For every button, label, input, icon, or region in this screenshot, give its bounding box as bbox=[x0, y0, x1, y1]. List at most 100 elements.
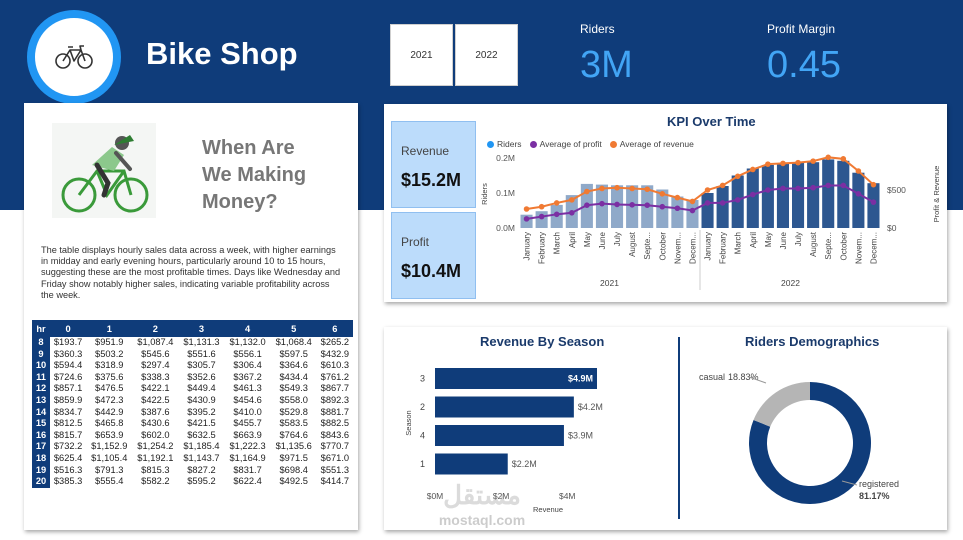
sales-cell: $610.3 bbox=[320, 360, 350, 371]
sales-cell: $421.5 bbox=[187, 418, 216, 429]
year-group-label: 2022 bbox=[781, 278, 800, 288]
sales-cell: $815.3 bbox=[141, 464, 170, 475]
hour-cell: 17 bbox=[32, 441, 50, 453]
column-header-5[interactable]: 5 bbox=[270, 320, 317, 337]
sales-cell: $791.3 bbox=[95, 464, 124, 475]
hour-cell: 19 bbox=[32, 464, 50, 477]
profit-point bbox=[599, 200, 605, 207]
revenue-point bbox=[644, 186, 651, 193]
section-description: The table displays hourly sales data acr… bbox=[41, 245, 341, 300]
sales-cell: $265.2 bbox=[320, 337, 350, 347]
revenue-value: $15.2M bbox=[401, 170, 462, 190]
hour-cell: 12 bbox=[32, 383, 50, 395]
sales-cell: $422.5 bbox=[141, 394, 170, 405]
table-row: 16 $815.7 $653.9 $602.0 $632.5 $663.9 $764.6 $8… bbox=[32, 429, 353, 442]
riders-bar bbox=[671, 196, 684, 228]
season-bar bbox=[435, 368, 597, 389]
riders-bar bbox=[746, 168, 759, 228]
revenue-point bbox=[870, 181, 877, 188]
riders-bar bbox=[716, 186, 729, 228]
legend-riders-label: Riders bbox=[497, 139, 522, 149]
sales-cell: $892.3 bbox=[320, 394, 350, 405]
x-tick-label: Septe... bbox=[643, 232, 652, 260]
column-header-hr[interactable]: hr bbox=[32, 320, 50, 337]
season-value-label: $2.2M bbox=[512, 459, 537, 469]
sales-cell: $827.2 bbox=[187, 464, 216, 475]
revenue-point bbox=[629, 185, 635, 192]
profit-point bbox=[614, 201, 620, 208]
profit-card: Profit $10.4M bbox=[391, 212, 476, 299]
revenue-point bbox=[599, 185, 605, 192]
profit-point bbox=[538, 213, 545, 220]
y2-axis-label: Profit & Revenue bbox=[932, 166, 941, 223]
sales-cell: $812.5 bbox=[53, 418, 83, 429]
sales-cell: $834.7 bbox=[53, 406, 83, 417]
column-header-2[interactable]: 2 bbox=[132, 320, 179, 337]
sales-cell: $1,087.4 bbox=[137, 337, 174, 347]
legend-revenue[interactable]: Average of revenue bbox=[609, 139, 694, 149]
sales-cell: $395.2 bbox=[187, 406, 216, 417]
column-header-4[interactable]: 4 bbox=[224, 320, 271, 337]
legend-riders[interactable]: Riders bbox=[487, 139, 522, 149]
season-value-label: $3.9M bbox=[568, 431, 593, 441]
sales-cell: $516.3 bbox=[53, 464, 83, 475]
table-row: 11 $724.6 $375.6 $338.3 $352.6 $367.2 $434.4 $7… bbox=[32, 371, 353, 384]
legend-revenue-label: Average of revenue bbox=[619, 139, 694, 149]
sales-cell: $632.5 bbox=[187, 429, 216, 440]
x-tick-label: May bbox=[583, 232, 592, 247]
revenue-card: Revenue $15.2M bbox=[391, 121, 476, 208]
table-row: 15 $812.5 $465.8 $430.6 $421.5 $455.7 $583.5 $8… bbox=[32, 418, 353, 430]
column-header-3[interactable]: 3 bbox=[178, 320, 225, 337]
riders-bar bbox=[852, 172, 865, 228]
sales-cell: $503.2 bbox=[95, 348, 124, 359]
table-row: 8 $193.7 $951.9 $1,087.4 $1,131.3 $1,132.0 $1,… bbox=[32, 337, 353, 349]
sales-cell: $414.7 bbox=[320, 476, 350, 487]
sales-cell: $465.8 bbox=[95, 418, 124, 429]
sales-cell: $582.2 bbox=[141, 476, 170, 487]
column-header-0[interactable]: 0 bbox=[50, 320, 87, 337]
column-header-6[interactable]: 6 bbox=[316, 320, 353, 337]
revenue-point bbox=[523, 206, 530, 212]
hour-cell: 9 bbox=[32, 348, 50, 361]
legend-profit-label: Average of profit bbox=[539, 139, 602, 149]
sales-cell: $625.4 bbox=[53, 452, 83, 463]
x-tick-label: $2M bbox=[493, 491, 510, 501]
y-tick-label: 0.1M bbox=[496, 188, 515, 198]
riders-bar bbox=[822, 159, 835, 228]
sales-cell: $410.0 bbox=[233, 406, 262, 417]
kpi-over-time-chart: 0.0M 0.1M 0.2M $0 $500 Riders Profit & Revenue… bbox=[480, 153, 941, 290]
heading-line-3: Money? bbox=[202, 191, 278, 213]
riders-demographics-chart: casual 18.83% registered 81.17% bbox=[699, 372, 899, 504]
table-row: 20 $385.3 $555.4 $582.2 $595.2 $622.4 $492.5 $4… bbox=[32, 476, 353, 488]
revenue-point bbox=[538, 203, 545, 210]
heading-line-1: When Are bbox=[202, 137, 295, 159]
table-header-row: hr 0 1 2 3 4 5 6 bbox=[32, 320, 353, 337]
sales-cell: $375.6 bbox=[95, 371, 124, 382]
riders-bar bbox=[867, 183, 880, 228]
revenue-point bbox=[825, 154, 832, 161]
legend-revenue-marker bbox=[609, 141, 617, 148]
sales-cell: $318.9 bbox=[95, 360, 124, 371]
revenue-point bbox=[810, 158, 816, 164]
x-tick-label: April bbox=[749, 232, 758, 248]
column-header-1[interactable]: 1 bbox=[86, 320, 133, 337]
profit-point bbox=[765, 187, 771, 193]
year-filter-2022[interactable]: 2022 bbox=[455, 24, 518, 86]
legend-profit[interactable]: Average of profit bbox=[529, 139, 602, 149]
x-tick-label: Novem... bbox=[854, 232, 863, 264]
sales-cell: $551.3 bbox=[320, 464, 350, 475]
hour-cell: 20 bbox=[32, 476, 50, 488]
profit-point bbox=[523, 216, 530, 222]
sales-cell: $558.0 bbox=[279, 394, 308, 405]
year-filter-2021[interactable]: 2021 bbox=[390, 24, 453, 86]
profit-margin-value: 0.45 bbox=[767, 44, 841, 86]
profit-point bbox=[568, 210, 575, 216]
sales-cell: $597.5 bbox=[279, 348, 308, 359]
sales-cell: $698.4 bbox=[279, 464, 308, 475]
watermark-arabic: مستقل bbox=[443, 480, 521, 510]
revenue-point bbox=[689, 198, 696, 205]
x-tick-label: June bbox=[598, 231, 607, 249]
sales-cell: $859.9 bbox=[53, 394, 83, 405]
x-tick-label: February bbox=[719, 232, 728, 264]
profit-point bbox=[780, 185, 786, 192]
